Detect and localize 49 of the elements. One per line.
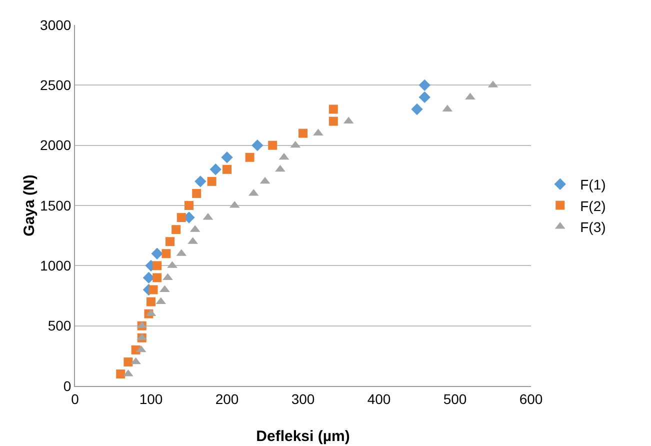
point (245, 152, 254, 162)
point (123, 369, 134, 376)
point (207, 176, 216, 186)
point (151, 248, 163, 260)
point (222, 164, 232, 174)
point (124, 357, 133, 366)
point (210, 164, 222, 176)
point (130, 357, 141, 364)
point (268, 140, 278, 150)
x-tick-label: 100 (139, 390, 163, 407)
point (411, 103, 423, 116)
point (194, 176, 206, 188)
x-tick-label: 500 (443, 390, 467, 407)
x-tick-label: 300 (291, 390, 315, 407)
legend-label: F(2) (580, 198, 606, 214)
point (176, 213, 186, 222)
point (328, 116, 338, 126)
point (418, 91, 430, 104)
x-axis-title: Defleksi (µm) (256, 428, 350, 445)
point (146, 297, 156, 306)
point (162, 249, 171, 258)
point (275, 164, 286, 172)
point (298, 128, 308, 138)
point (418, 79, 430, 92)
point (184, 201, 194, 210)
x-tick-label: 600 (519, 390, 543, 407)
point (221, 152, 233, 164)
point (192, 188, 202, 198)
point (152, 261, 162, 270)
legend-label: F(1) (580, 176, 606, 193)
point (148, 285, 158, 294)
point (166, 237, 174, 246)
legend-label: F(3) (580, 218, 606, 235)
y-axis-title: Gaya (N) (21, 174, 38, 236)
point (116, 369, 126, 378)
x-tick-label: 200 (215, 390, 239, 407)
y-tick-label: 500 (48, 318, 72, 334)
point (328, 104, 338, 114)
x-tick-label: 400 (367, 390, 391, 407)
y-tick-label: 1500 (40, 197, 72, 214)
y-tick-label: 2000 (40, 137, 72, 154)
y-tick-label: 2500 (40, 77, 72, 94)
y-tick-label: 3000 (40, 16, 72, 33)
point (172, 225, 181, 234)
y-tick-label: 0 (63, 378, 72, 394)
point (313, 128, 324, 136)
y-tick-label: 1000 (40, 258, 72, 274)
point (252, 139, 264, 152)
point (152, 273, 162, 282)
